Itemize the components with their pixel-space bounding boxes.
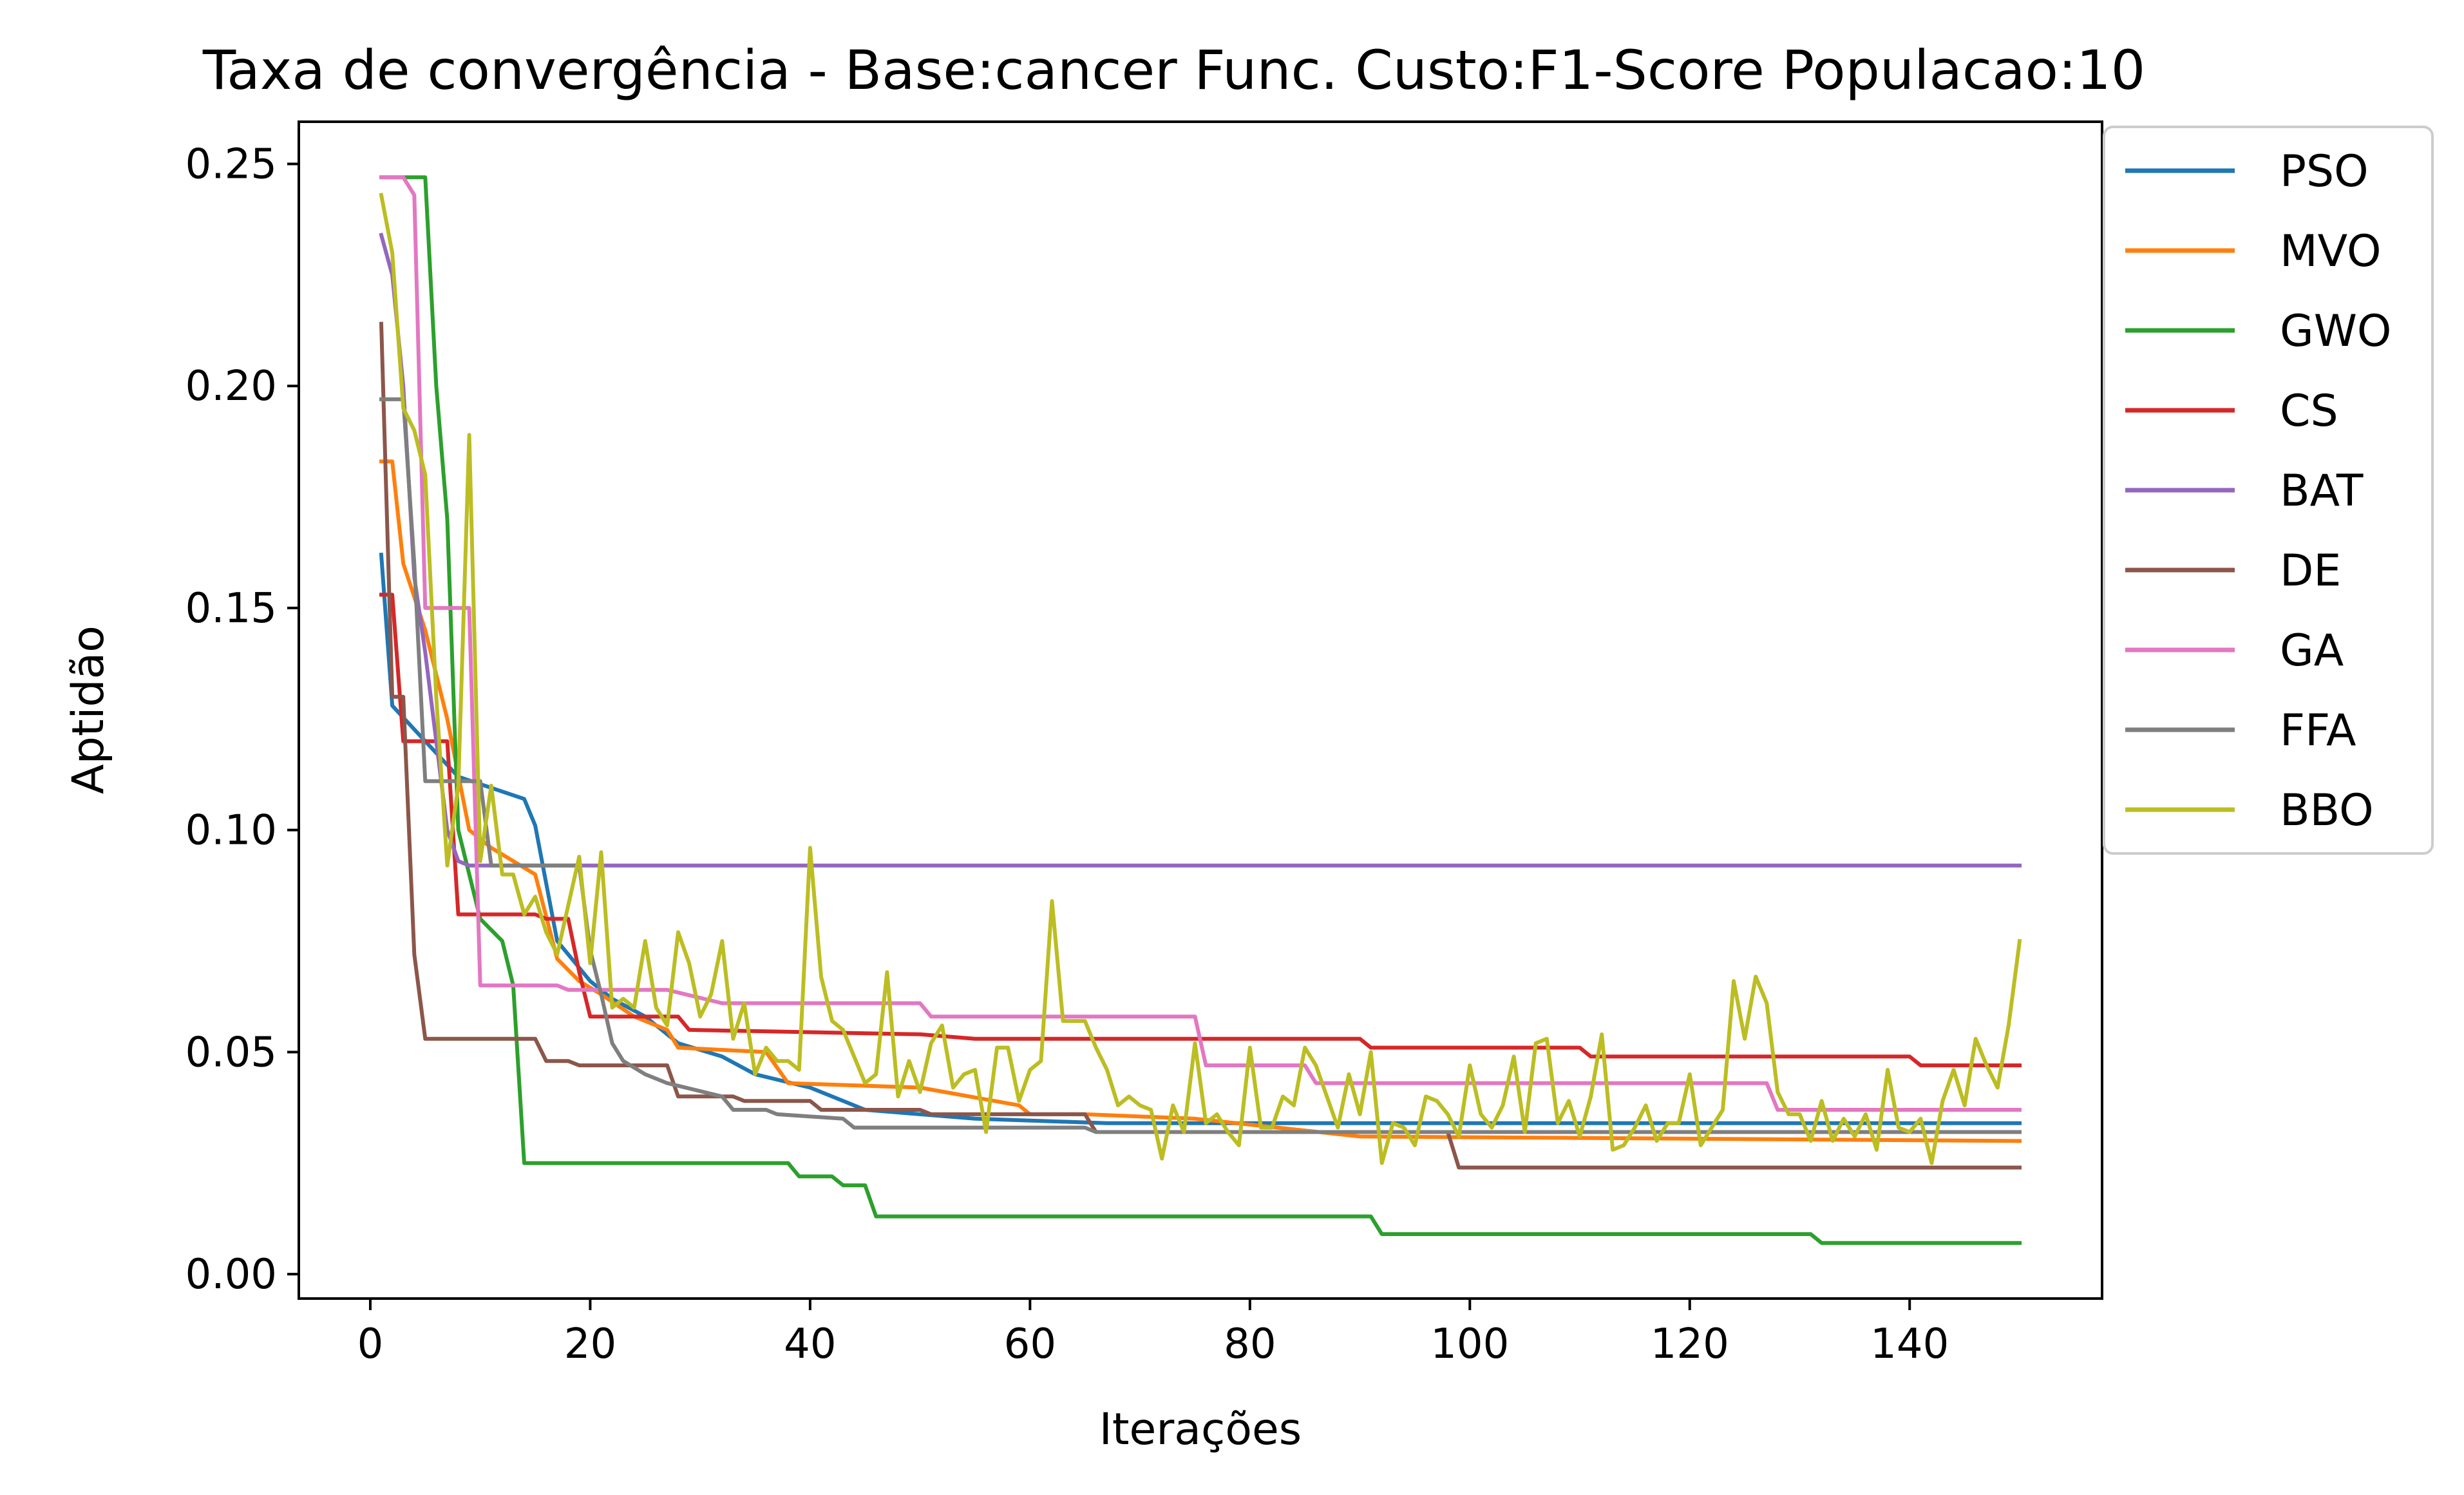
plot-area-frame xyxy=(298,120,2103,1300)
y-axis-ticks: 0.00 0.05 0.10 0.15 0.20 0.25 xyxy=(185,140,299,1299)
y-tick-label: 0.25 xyxy=(185,140,278,188)
y-tick-label: 0.20 xyxy=(185,363,278,410)
legend-label-de: DE xyxy=(2280,546,2341,596)
legend-label-mvo: MVO xyxy=(2280,226,2382,277)
x-axis-label: Iterações xyxy=(1099,1404,1302,1455)
y-tick-label: 0.05 xyxy=(185,1029,278,1076)
y-tick-label: 0.00 xyxy=(185,1251,278,1299)
x-tick-label: 0 xyxy=(357,1320,384,1368)
series-line-ga xyxy=(379,175,2022,1112)
series-line-pso xyxy=(379,552,2022,1125)
x-tick-label: 20 xyxy=(564,1320,616,1368)
chart-title: Taxa de convergência - Base:cancer Func.… xyxy=(202,39,2145,102)
series-line-bbo xyxy=(379,193,2022,1165)
x-tick-label: 100 xyxy=(1430,1320,1509,1368)
y-axis-label: Aptidão xyxy=(63,625,114,794)
y-tick-label: 0.10 xyxy=(185,807,278,855)
x-tick-label: 120 xyxy=(1651,1320,1729,1368)
series-layer xyxy=(379,175,2022,1245)
legend-label-ga: GA xyxy=(2280,625,2344,676)
legend-label-gwo: GWO xyxy=(2280,306,2391,357)
x-tick-label: 140 xyxy=(1870,1320,1949,1368)
x-tick-label: 40 xyxy=(784,1320,836,1368)
legend-box xyxy=(2103,126,2434,855)
series-line-de xyxy=(379,321,2022,1170)
legend-label-cs: CS xyxy=(2280,386,2338,437)
legend-label-pso: PSO xyxy=(2280,146,2369,197)
legend-label-bbo: BBO xyxy=(2280,785,2374,836)
series-line-cs xyxy=(379,593,2022,1067)
legend-label-bat: BAT xyxy=(2280,466,2364,517)
x-tick-label: 80 xyxy=(1224,1320,1276,1368)
legend: PSO MVO GWO CS BAT DE GA FFA BBO xyxy=(2103,126,2434,855)
x-tick-label: 60 xyxy=(1004,1320,1056,1368)
y-tick-label: 0.15 xyxy=(185,585,278,633)
series-line-gwo xyxy=(379,175,2022,1245)
legend-label-ffa: FFA xyxy=(2280,705,2356,756)
x-axis-ticks: 0 20 40 60 80 100 120 140 xyxy=(357,1299,1949,1368)
series-line-ffa xyxy=(379,397,2022,1134)
